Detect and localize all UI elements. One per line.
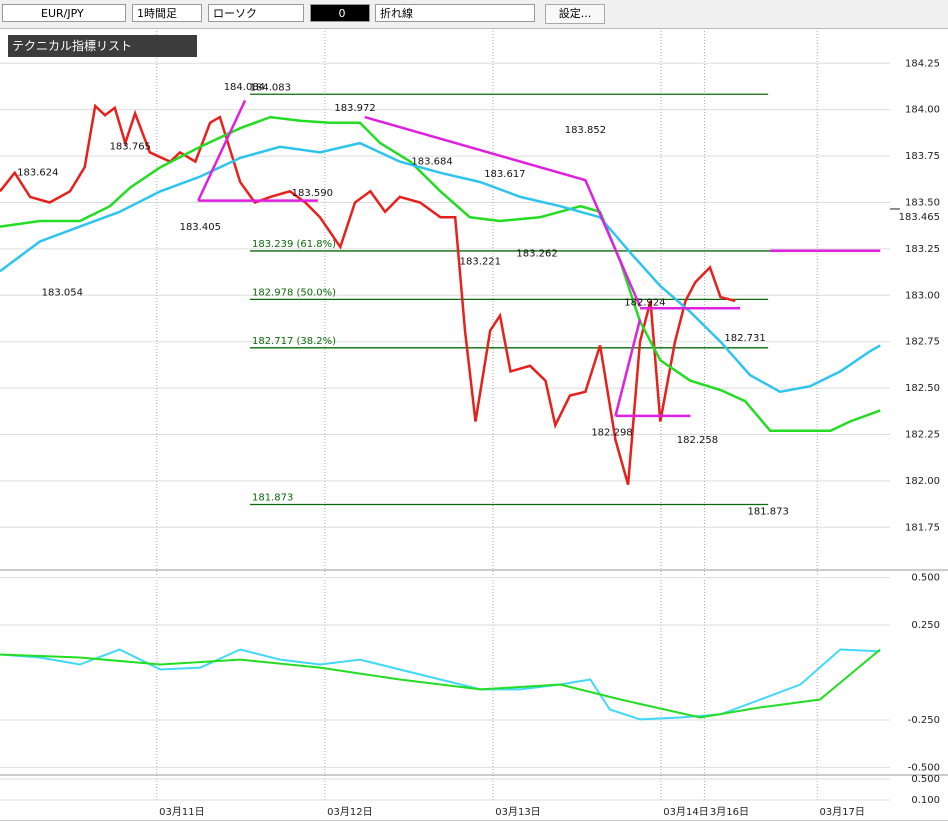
x-tick-label: 3月16日	[710, 806, 749, 818]
level-label: 182.717 (38.2%)	[252, 336, 336, 347]
y-tick-label: 0.500	[911, 774, 940, 785]
level-label: 183.239 (61.8%)	[252, 239, 336, 250]
x-tick-label: 03月14日	[663, 806, 708, 818]
price-annotation: 182.731	[724, 333, 765, 344]
y-tick-label: 184.00	[905, 105, 940, 116]
price-annotation: 183.054	[42, 287, 83, 298]
sub-style-select[interactable]: 折れ線	[375, 4, 535, 22]
chart-style: ローソク	[213, 7, 257, 20]
y-tick-label: 182.00	[905, 476, 940, 487]
price-annotation: 183.262	[516, 249, 557, 260]
y-tick-label: 183.25	[905, 244, 940, 255]
y-tick-label: -0.500	[908, 762, 940, 773]
y-tick-label: 0.500	[911, 573, 940, 584]
price-annotation: 184.084	[224, 82, 265, 93]
timeframe-select[interactable]: 1時間足	[132, 4, 202, 22]
x-tick-label: 03月17日	[819, 806, 864, 818]
x-tick-label: 03月12日	[327, 806, 372, 818]
x-tick-label: 03月11日	[159, 806, 204, 818]
settings-button[interactable]: 設定...	[545, 4, 605, 24]
y-tick-label: 0.100	[911, 795, 940, 806]
price-annotation: 181.873	[747, 506, 788, 517]
current-price-label: 183.465	[899, 212, 940, 223]
price-annotation: 182.924	[624, 297, 665, 308]
y-tick-label: 184.25	[905, 58, 940, 69]
price-annotation: 183.590	[292, 188, 333, 199]
y-tick-label: 183.00	[905, 290, 940, 301]
level-label: 182.978 (50.0%)	[252, 287, 336, 298]
y-tick-label: 182.25	[905, 430, 940, 441]
y-tick-label: -0.250	[908, 715, 940, 726]
y-tick-label: 181.75	[905, 522, 940, 533]
settings: 設定...	[558, 7, 592, 20]
y-tick-label: 183.50	[905, 197, 940, 208]
y-tick-label: 183.75	[905, 151, 940, 162]
series-line	[197, 99, 881, 418]
indicator-panel[interactable]: テクニカル指標リスト	[8, 35, 197, 57]
price-annotation: 183.221	[460, 256, 501, 267]
timeframe: 1時間足	[137, 7, 177, 20]
price-annotation: 183.405	[180, 222, 221, 233]
toolbar: EUR/JPY 1時間足 ローソク 0 折れ線 設定...	[0, 0, 948, 29]
sub-style: 折れ線	[380, 7, 413, 20]
count-select[interactable]: 0	[310, 4, 370, 22]
price-annotation: 183.765	[110, 141, 151, 152]
y-tick-label: 182.50	[905, 383, 940, 394]
pair: EUR/JPY	[41, 7, 84, 20]
price-annotation: 182.298	[591, 428, 632, 439]
series-line	[0, 648, 881, 721]
level-label: 181.873	[252, 492, 293, 503]
price-annotation: 182.258	[677, 435, 718, 446]
y-tick-label: 182.75	[905, 337, 940, 348]
price-annotation: 183.617	[484, 169, 525, 180]
style-select[interactable]: ローソク	[208, 4, 304, 22]
indicator-panel-title: テクニカル指標リスト	[12, 39, 133, 53]
series-line	[0, 141, 881, 394]
price-annotation: 184.083	[250, 82, 291, 93]
series-line	[0, 115, 881, 433]
count: 0	[338, 7, 346, 20]
price-annotation: 183.684	[411, 156, 452, 167]
x-tick-label: 03月13日	[495, 806, 540, 818]
price-annotation: 183.852	[565, 125, 606, 136]
price-annotation: 183.972	[334, 103, 375, 114]
pair-select[interactable]: EUR/JPY	[2, 4, 126, 22]
series-line	[0, 648, 881, 719]
price-annotation: 183.624	[17, 167, 58, 178]
series-line	[0, 103, 736, 485]
y-tick-label: 0.250	[911, 620, 940, 631]
